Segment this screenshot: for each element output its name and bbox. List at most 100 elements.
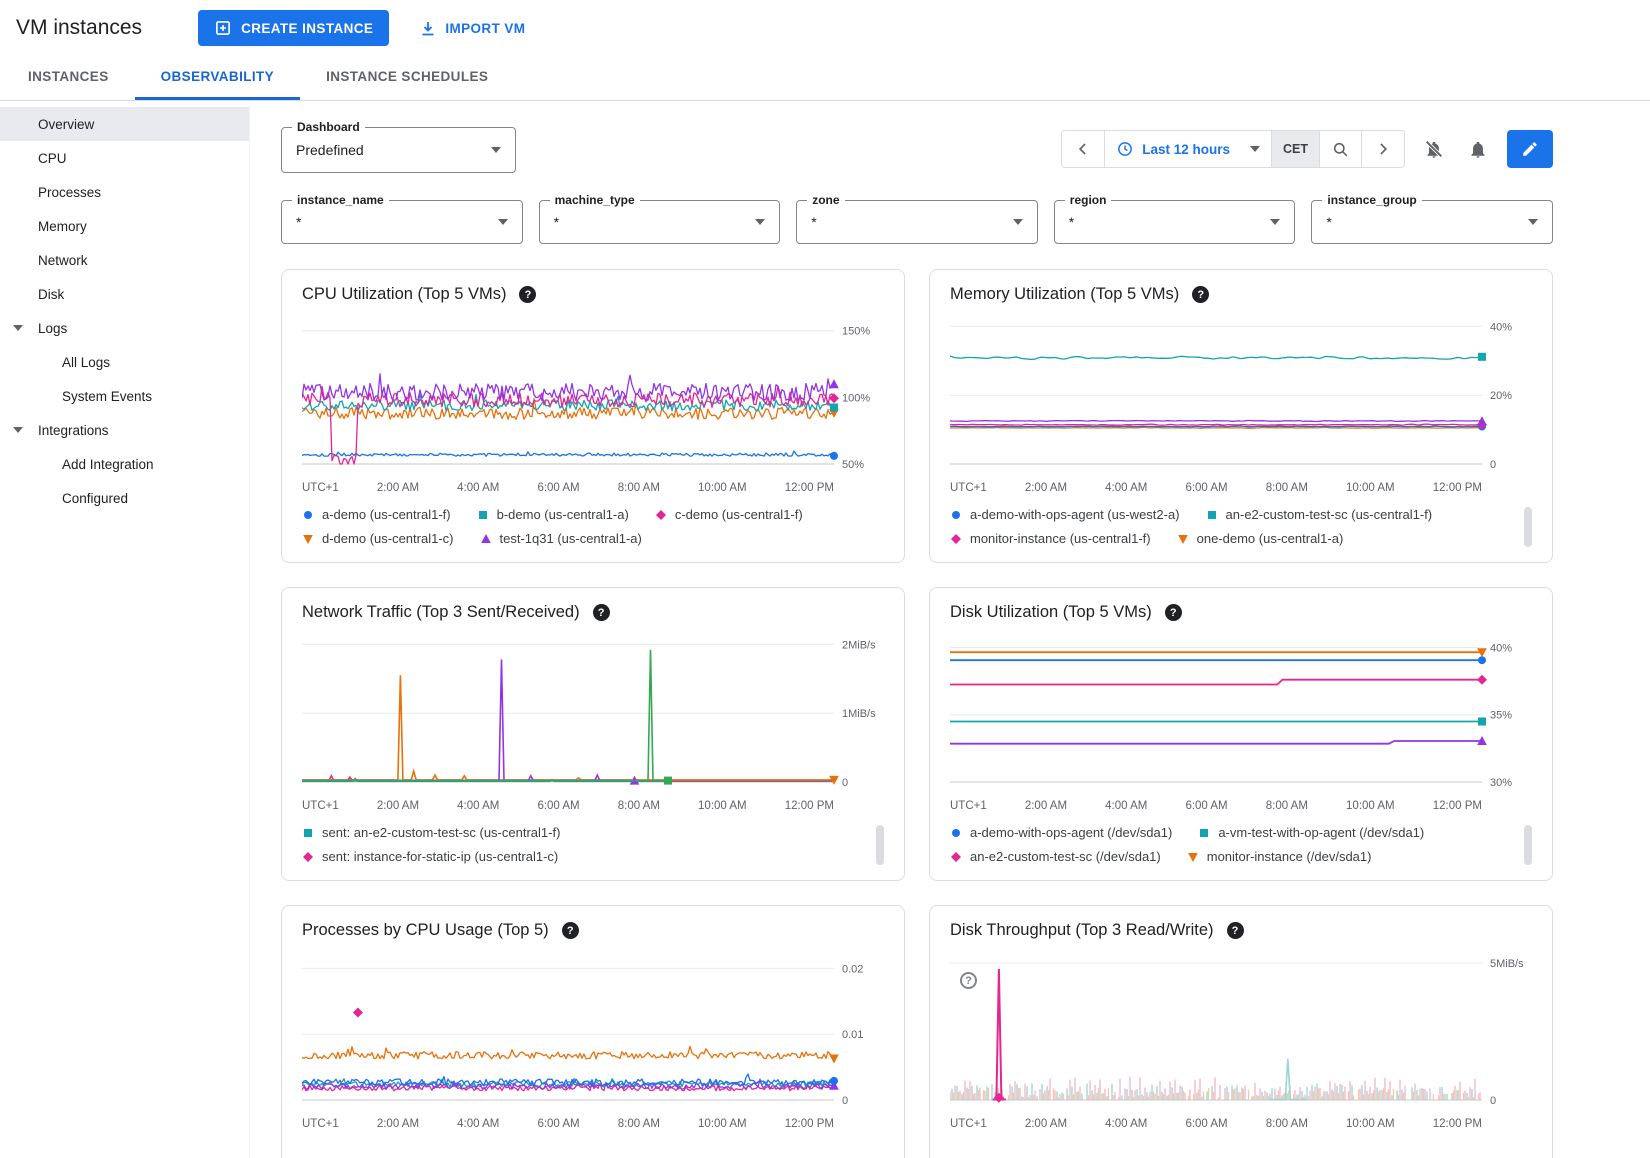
legend-item[interactable]: an-e2-custom-test-sc (us-central1-f): [1206, 507, 1432, 522]
help-icon[interactable]: ?: [1164, 604, 1182, 621]
filter-zone[interactable]: zone *: [796, 193, 1038, 244]
legend-item[interactable]: one-demo (us-central1-a): [1177, 531, 1343, 546]
legend-item[interactable]: a-demo-with-ops-agent (/dev/sda1): [950, 825, 1172, 840]
sidebar-item-system-events[interactable]: System Events: [0, 379, 249, 413]
help-icon[interactable]: ?: [592, 604, 610, 621]
legend-item[interactable]: c-demo (us-central1-f): [655, 507, 803, 522]
time-zoom-button[interactable]: [1319, 131, 1361, 167]
sidebar-item-overview[interactable]: Overview: [0, 107, 249, 141]
chevron-right-icon: [1380, 143, 1388, 155]
legend-item[interactable]: monitor-instance (us-central1-f): [950, 531, 1151, 546]
filter-machine-type[interactable]: machine_type *: [538, 193, 781, 244]
chart-canvas[interactable]: 5MiB/s 0: [949, 944, 1532, 1110]
tab-instance-schedules[interactable]: INSTANCE SCHEDULES: [326, 69, 489, 84]
tab-observability[interactable]: OBSERVABILITY: [134, 56, 301, 100]
time-range-group: Last 12 hours CET: [1061, 130, 1405, 168]
legend-label: a-demo-with-ops-agent (/dev/sda1): [970, 825, 1173, 840]
page-title: VM instances: [16, 16, 143, 39]
filter-region[interactable]: region *: [1053, 193, 1296, 244]
legend-label: a-demo-with-ops-agent (us-west2-a): [970, 507, 1180, 522]
import-vm-button[interactable]: IMPORT VM: [419, 19, 525, 37]
help-icon[interactable]: ?: [561, 922, 579, 939]
legend-item[interactable]: an-e2-custom-test-sc (/dev/sda1): [950, 849, 1161, 864]
legend-item[interactable]: sent: an-e2-custom-test-sc (us-central1-…: [302, 825, 560, 840]
chart-canvas[interactable]: 150% 100% 50%: [301, 308, 884, 474]
create-instance-button[interactable]: CREATE INSTANCE: [198, 10, 390, 46]
x-axis-labels: UTC+1 2:00 AM 4:00 AM 6:00 AM 8:00 AM 10:00 A…: [302, 800, 834, 812]
sidebar-item-memory[interactable]: Memory: [0, 209, 249, 243]
x-axis-tick: 12:00 PM: [784, 1118, 834, 1130]
x-axis-tick: 12:00 PM: [784, 482, 834, 494]
time-back-button[interactable]: [1062, 131, 1105, 167]
legend-item[interactable]: d-demo (us-central1-c): [302, 531, 454, 546]
svg-text:35%: 35%: [1490, 710, 1512, 722]
help-icon[interactable]: ?: [519, 286, 537, 303]
legend-item[interactable]: sent: instance-for-static-ip (us-central…: [302, 849, 558, 864]
expand-arrow-icon[interactable]: [13, 427, 23, 433]
chart-legend: sent: an-e2-custom-test-sc (us-central1-…: [302, 825, 884, 865]
chart-legend: a-demo (us-central1-f) b-demo (us-central…: [302, 507, 884, 546]
x-axis-tick: UTC+1: [950, 1118, 987, 1130]
help-circle-icon[interactable]: ?: [960, 972, 977, 989]
sidebar: Overview CPU Processes Memory Network Disk Log…: [0, 101, 250, 1158]
x-axis-tick: 4:00 AM: [457, 482, 500, 494]
filter-instance-group[interactable]: instance_group *: [1311, 193, 1553, 244]
x-axis-tick: 6:00 AM: [1185, 800, 1228, 812]
sidebar-item-add-integration[interactable]: Add Integration: [0, 447, 249, 481]
help-icon[interactable]: ?: [1192, 286, 1210, 303]
chart-canvas[interactable]: 40% 20% 0: [949, 308, 1532, 474]
legend-scrollbar[interactable]: [876, 825, 884, 865]
legend-item[interactable]: monitor-instance (/dev/sda1): [1187, 849, 1372, 864]
svg-text:0.01: 0.01: [842, 1029, 863, 1041]
sidebar-item-network[interactable]: Network: [0, 243, 249, 277]
svg-text:1MiB/s: 1MiB/s: [842, 708, 876, 720]
expand-arrow-icon[interactable]: [13, 325, 23, 331]
legend-scrollbar[interactable]: [1524, 825, 1532, 865]
sidebar-item-logs[interactable]: Logs: [0, 311, 249, 345]
legend-label: an-e2-custom-test-sc (/dev/sda1): [970, 849, 1161, 864]
notifications-button[interactable]: [1463, 134, 1493, 164]
sidebar-item-label: Overview: [38, 116, 95, 132]
legend-item[interactable]: b-demo (us-central1-a): [477, 507, 629, 522]
x-axis-tick: 4:00 AM: [1105, 800, 1148, 812]
sidebar-item-cpu[interactable]: CPU: [0, 141, 249, 175]
sidebar-item-label: Logs: [38, 320, 68, 336]
sidebar-item-label: All Logs: [62, 354, 111, 370]
help-icon[interactable]: ?: [1226, 922, 1244, 939]
tab-instances[interactable]: INSTANCES: [28, 69, 109, 84]
time-forward-button[interactable]: [1361, 131, 1404, 167]
sidebar-item-configured[interactable]: Configured: [0, 481, 249, 515]
legend-scrollbar[interactable]: [1524, 507, 1532, 547]
filter-instance-name[interactable]: instance_name *: [281, 193, 523, 244]
x-axis-tick: 6:00 AM: [1185, 1118, 1228, 1130]
alerts-off-button[interactable]: [1419, 134, 1449, 164]
legend-label: monitor-instance (/dev/sda1): [1206, 849, 1372, 864]
sidebar-item-label: CPU: [38, 150, 67, 166]
sidebar-item-processes[interactable]: Processes: [0, 175, 249, 209]
chart-canvas[interactable]: 40% 35% 30%: [950, 626, 1532, 792]
filter-label: region: [1064, 193, 1112, 207]
edit-dashboard-button[interactable]: [1507, 130, 1553, 168]
x-axis-tick: 12:00 PM: [1432, 800, 1482, 812]
legend-item[interactable]: test-1q31 (us-central1-a): [480, 531, 642, 546]
chart-canvas[interactable]: 0.02 0.01 0: [301, 944, 884, 1110]
diamond-marker-icon: [950, 851, 962, 863]
legend-item[interactable]: a-vm-test-with-op-agent (/dev/sda1): [1198, 825, 1424, 840]
chart-canvas[interactable]: 2MiB/s 1MiB/s 0: [302, 626, 884, 792]
timezone-chip[interactable]: CET: [1271, 131, 1319, 167]
sidebar-item-label: Memory: [38, 218, 87, 234]
chevron-left-icon: [1079, 143, 1086, 155]
sidebar-item-integrations[interactable]: Integrations: [0, 413, 249, 447]
bell-icon: [1471, 141, 1485, 158]
triangle-down-marker-icon: [1187, 851, 1199, 863]
sidebar-item-disk[interactable]: Disk: [0, 277, 249, 311]
dashboard-select[interactable]: Dashboard Predefined: [281, 120, 516, 173]
svg-text:0: 0: [1490, 459, 1496, 471]
sidebar-item-all-logs[interactable]: All Logs: [0, 345, 249, 379]
filter-label: instance_name: [292, 193, 389, 207]
legend-item[interactable]: a-demo-with-ops-agent (us-west2-a): [950, 507, 1180, 522]
x-axis-tick: 4:00 AM: [457, 1118, 500, 1130]
legend-item[interactable]: a-demo (us-central1-f): [302, 507, 451, 522]
page-header: VM instances CREATE INSTANCE IMPORT VM: [0, 0, 1650, 56]
time-range-selector[interactable]: Last 12 hours: [1104, 131, 1271, 167]
